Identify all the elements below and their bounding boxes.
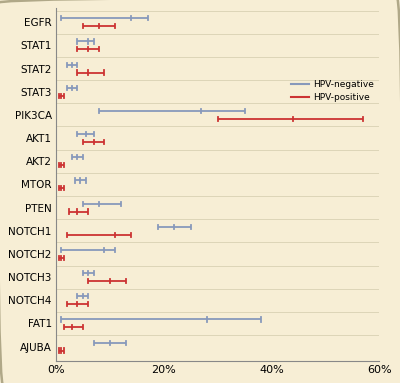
Legend: HPV-negative, HPV-positive: HPV-negative, HPV-positive [288, 76, 378, 106]
